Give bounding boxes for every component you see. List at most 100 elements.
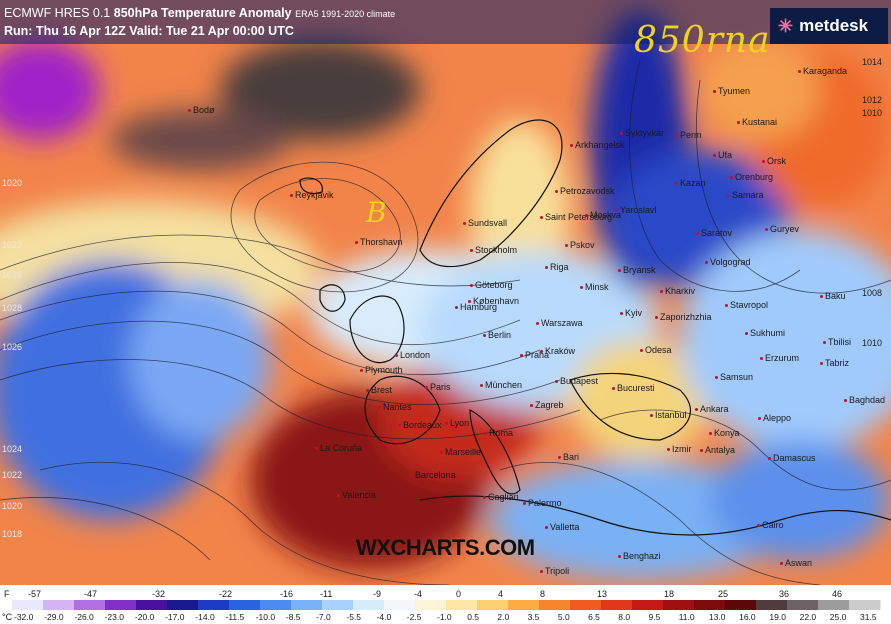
city-label: La Coruña <box>315 443 362 453</box>
celsius-tick-label: -2.5 <box>406 612 422 622</box>
city-label: Izmir <box>667 444 692 454</box>
model-name: ECMWF HRES 0.1 <box>4 6 111 20</box>
isobar-label: 1008 <box>862 288 883 298</box>
city-label: Erzurum <box>760 353 799 363</box>
colorbar-swatch <box>849 600 881 610</box>
colorbar-swatch <box>353 600 385 610</box>
run-valid-line: Run: Thu 16 Apr 12Z Valid: Tue 21 Apr 00… <box>4 24 294 38</box>
colorbar-swatch <box>74 600 106 610</box>
city-label: Cagliari <box>483 492 519 502</box>
celsius-tick-label: 8.0 <box>618 612 631 622</box>
city-label: Valencia <box>337 490 376 500</box>
city-label: Baghdad <box>844 395 885 405</box>
city-label: Arkhangelsk <box>570 140 625 150</box>
city-label: Sundsvall <box>463 218 507 228</box>
colorbar-swatch <box>632 600 664 610</box>
city-label: Damascus <box>768 453 816 463</box>
city-label: London <box>395 350 430 360</box>
city-label: Samsun <box>715 372 753 382</box>
fahrenheit-tick-label: 25 <box>718 589 729 599</box>
celsius-label: °C <box>2 612 13 622</box>
colorbar-swatch <box>167 600 199 610</box>
celsius-tick-label: -23.0 <box>104 612 124 622</box>
celsius-tick-label: -26.0 <box>74 612 94 622</box>
city-label: Stavropol <box>725 300 768 310</box>
city-label: Riga <box>545 262 569 272</box>
colorbar <box>0 585 891 624</box>
celsius-tick-label: 3.5 <box>527 612 540 622</box>
celsius-tick-label: 11.0 <box>678 612 695 622</box>
city-label: Zaporizhzhia <box>655 312 712 322</box>
city-label: Paris <box>425 382 451 392</box>
celsius-tick-label: -1.0 <box>437 612 452 622</box>
city-label: Moskva <box>585 210 621 220</box>
city-label: Bari <box>558 452 579 462</box>
city-label: Pskov <box>565 240 595 250</box>
celsius-tick-label: 2.0 <box>497 612 510 622</box>
city-label: Baku <box>820 291 846 301</box>
city-label: Stockholm <box>470 245 517 255</box>
city-label: Orenburg <box>730 172 773 182</box>
isobar-label: 1014 <box>862 57 883 67</box>
low-pressure-marker: B <box>366 196 387 229</box>
city-label: Budapest <box>555 376 598 386</box>
city-label: Thorshavn <box>355 237 403 247</box>
colorbar-swatch <box>12 600 44 610</box>
colorbar-swatch <box>663 600 695 610</box>
star-logo-icon: ✳ <box>778 15 794 36</box>
city-label: Warszawa <box>536 318 583 328</box>
city-label: Marseille <box>440 447 481 457</box>
city-label: Samara <box>727 190 764 200</box>
city-label: Roma <box>484 428 513 438</box>
colorbar-swatch <box>601 600 633 610</box>
city-label: Tripoli <box>540 566 569 576</box>
metdesk-logo: ✳ metdesk <box>770 8 888 44</box>
colorbar-swatch <box>570 600 602 610</box>
fahrenheit-tick-label: 18 <box>664 589 675 599</box>
city-label: Plymouth <box>360 365 403 375</box>
fahrenheit-tick-label: -11 <box>320 589 333 599</box>
colorbar-swatch <box>105 600 137 610</box>
handwritten-annotation: 850rna <box>634 20 771 61</box>
celsius-tick-label: 13.0 <box>708 612 726 622</box>
city-label: Tbilisi <box>823 337 851 347</box>
colorbar-swatch <box>136 600 168 610</box>
header-bar: ECMWF HRES 0.1 850hPa Temperature Anomal… <box>0 0 891 44</box>
city-label: Volgograd <box>705 257 751 267</box>
isobar-label: 1026 <box>2 342 23 352</box>
city-label: Odesa <box>640 345 672 355</box>
fahrenheit-tick-label: -32 <box>152 589 166 599</box>
fahrenheit-tick-label: -22 <box>219 589 233 599</box>
fahrenheit-label: F <box>4 589 10 599</box>
fahrenheit-tick-label: 13 <box>597 589 608 599</box>
celsius-tick-label: 6.5 <box>588 612 600 622</box>
fahrenheit-tick-label: 8 <box>540 589 546 599</box>
celsius-tick-label: -29.0 <box>44 612 64 622</box>
isobar-lines <box>0 59 891 585</box>
colorbar-swatch <box>508 600 540 610</box>
celsius-tick-label: -10.0 <box>255 612 276 622</box>
city-label: Aleppo <box>758 413 791 423</box>
isobar-label: 1012 <box>862 95 883 105</box>
city-label: Ankara <box>695 404 729 414</box>
colorbar-swatch <box>477 600 509 610</box>
city-label: Kraków <box>540 346 575 356</box>
header-title-line: ECMWF HRES 0.1 850hPa Temperature Anomal… <box>4 6 395 20</box>
celsius-tick-label: -8.5 <box>285 612 301 622</box>
city-label: Tabriz <box>820 358 849 368</box>
celsius-tick-label: -17.0 <box>165 612 185 622</box>
colorbar-swatches <box>12 600 881 610</box>
colorbar-swatch <box>787 600 819 610</box>
product-name: 850hPa Temperature Anomaly <box>113 6 292 20</box>
colorbar-swatch <box>384 600 416 610</box>
colorbar-swatch <box>694 600 726 610</box>
anomaly-field <box>0 10 891 580</box>
colorbar-swatch <box>539 600 571 610</box>
city-label: Kustanai <box>737 117 777 127</box>
celsius-tick-label: -11.5 <box>225 612 245 622</box>
celsius-tick-label: 19.0 <box>769 612 786 622</box>
city-label: Saint Petersburg <box>540 212 612 222</box>
colorbar-swatch <box>415 600 447 610</box>
watermark: WXCHARTS.COM <box>356 535 535 560</box>
fahrenheit-tick-label: 0 <box>456 589 462 599</box>
